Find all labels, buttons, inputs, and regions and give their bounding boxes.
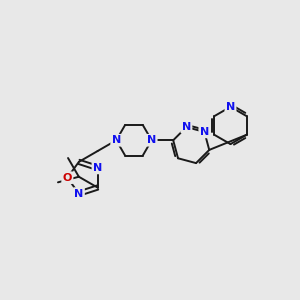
Text: N: N bbox=[74, 189, 83, 199]
Text: N: N bbox=[182, 122, 191, 132]
Text: O: O bbox=[63, 173, 72, 183]
Text: N: N bbox=[147, 135, 156, 145]
Text: N: N bbox=[93, 163, 102, 173]
Text: N: N bbox=[226, 102, 235, 112]
Text: N: N bbox=[200, 127, 209, 137]
Text: N: N bbox=[112, 135, 121, 145]
